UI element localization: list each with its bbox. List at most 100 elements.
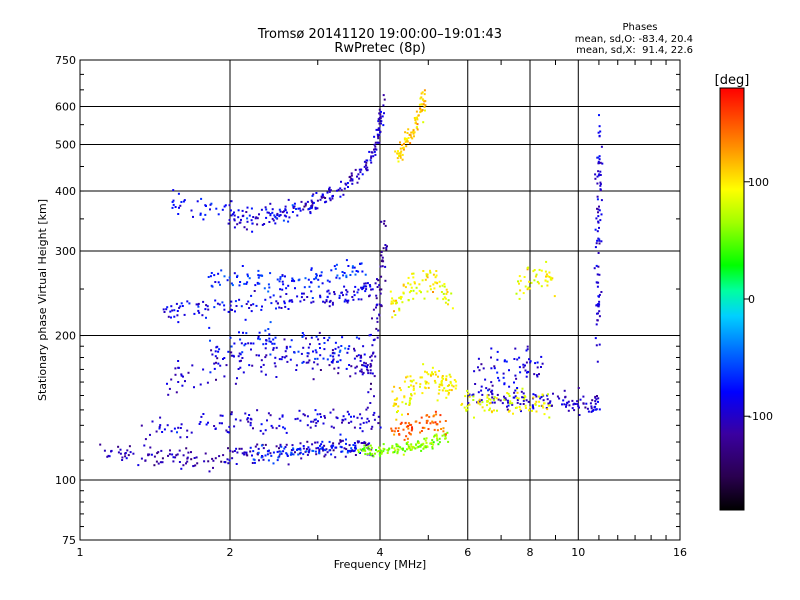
data-point [394,427,397,430]
data-point [390,300,393,303]
data-point [377,415,380,418]
data-point [186,429,189,432]
data-point [264,373,267,376]
data-point [281,356,284,358]
data-point [162,308,165,311]
data-point [190,451,192,454]
data-point [335,276,338,279]
data-point [529,360,532,363]
data-point [399,389,402,392]
data-point [340,345,343,347]
data-point [353,415,355,418]
data-point [256,223,259,226]
data-point [448,389,451,391]
data-point [346,451,349,454]
data-point [243,344,246,347]
data-point [518,356,521,359]
data-point [351,296,354,298]
data-point [328,336,331,339]
data-point [217,362,220,365]
data-point [409,379,412,382]
data-point [394,449,397,452]
data-point [357,449,360,452]
data-point [398,387,401,389]
data-point [383,112,385,115]
data-point [239,419,242,422]
data-point [403,137,406,140]
data-point [168,453,171,456]
data-point [376,336,379,339]
data-point [514,347,517,350]
data-point [341,291,343,294]
data-point [211,457,214,460]
data-point [347,347,350,350]
data-point [513,381,515,384]
data-point [487,389,489,392]
data-point [264,347,267,350]
data-point [427,382,430,385]
data-point [450,389,453,392]
data-point [233,342,236,345]
data-point [378,314,381,317]
data-point [436,297,439,300]
data-point [468,395,471,398]
data-point [340,189,343,192]
data-point [445,379,448,381]
data-point [324,197,327,199]
data-point [348,444,351,447]
data-point [320,443,323,446]
data-point [597,400,599,403]
data-point [378,446,381,449]
data-point [598,343,601,346]
data-point [370,427,373,430]
data-point [225,364,228,367]
data-point [427,373,430,376]
data-point [353,290,355,293]
data-point [460,404,463,406]
data-point [410,448,413,451]
data-point [598,158,601,161]
data-point [439,414,442,417]
data-point [366,282,369,285]
data-point [434,281,437,284]
data-point [366,166,369,169]
data-point [404,422,407,425]
data-point [196,462,199,465]
data-point [386,452,389,454]
data-point [572,403,575,406]
data-point [412,289,415,292]
data-point [226,458,229,461]
data-point [254,284,257,287]
data-point [419,431,422,434]
data-point [497,398,500,401]
data-point [407,282,410,285]
data-point [368,334,371,337]
data-point [438,389,441,392]
data-point [191,364,194,367]
data-point [269,213,272,215]
data-point [356,181,359,184]
data-point [295,208,297,210]
data-point [415,382,418,385]
data-point [446,385,449,387]
data-point [416,126,418,129]
data-point [399,423,402,425]
data-point [526,348,529,351]
data-point [490,390,493,393]
data-point [177,366,180,369]
data-point [435,434,438,437]
data-point [279,210,282,213]
data-point [265,216,268,219]
data-point [246,206,249,209]
data-point [187,451,190,454]
data-point [241,215,244,218]
data-point [215,378,217,381]
data-point [362,448,364,451]
colorbar-tick-label: 0 [748,293,755,306]
data-point [391,446,394,449]
data-point [182,375,184,378]
data-point [380,452,383,455]
data-point [548,401,551,404]
data-point [140,457,143,460]
